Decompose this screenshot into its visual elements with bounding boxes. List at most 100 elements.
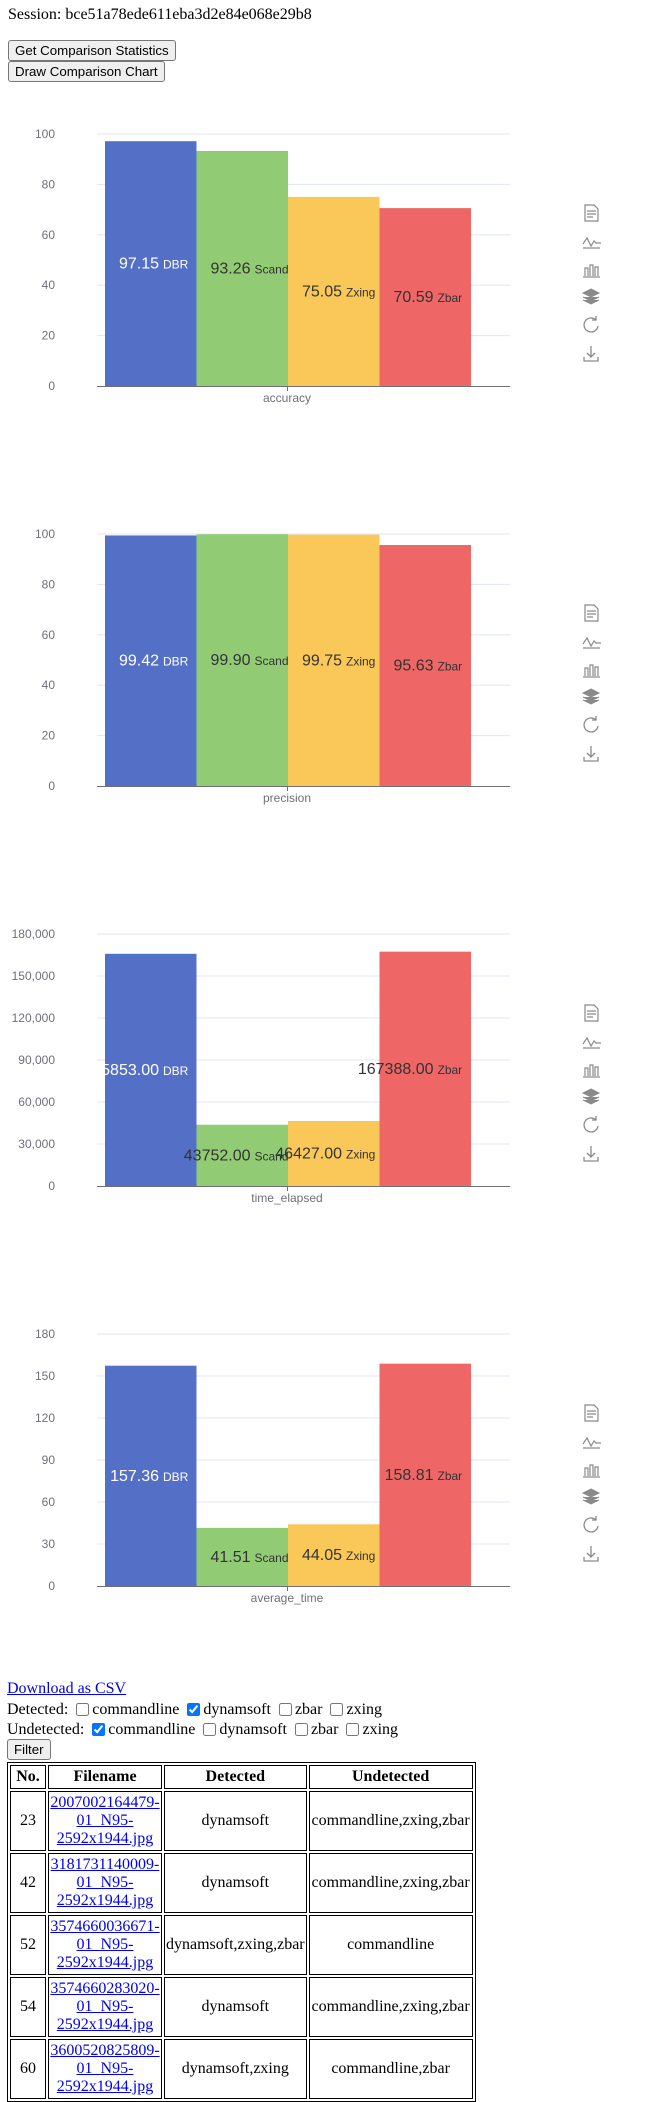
y-tick-label: 180	[35, 1327, 55, 1341]
line-chart-icon[interactable]	[580, 230, 602, 252]
y-tick-label: 80	[42, 177, 56, 191]
undetected-zxing-checkbox[interactable]	[346, 1723, 360, 1736]
save-image-icon[interactable]	[580, 1542, 602, 1564]
bar-zxing[interactable]	[288, 534, 380, 786]
save-image-icon[interactable]	[580, 342, 602, 364]
option-label: zxing	[362, 1721, 399, 1738]
y-tick-label: 20	[42, 729, 56, 743]
option-label: zbar	[310, 1721, 339, 1738]
bar-zxing[interactable]	[288, 196, 380, 386]
filename-cell: 3574660036671- 01_N95- 2592x1944.jpg	[48, 1915, 162, 1975]
bar-series-label: Scandit	[255, 1149, 296, 1163]
bar-scandit[interactable]	[196, 1527, 289, 1586]
filename-line: 3574660036671-	[50, 1918, 160, 1935]
bar-series-label: Scandit	[255, 262, 296, 276]
time-elapsed-chart: 0 30,000 60,000 90,000 120,000 150,000 180,000…	[0, 920, 645, 1310]
y-tick-label: 40	[42, 678, 56, 692]
filter-button[interactable]: Filter	[7, 1739, 51, 1760]
bar-dbr[interactable]	[105, 953, 197, 1186]
filename-link[interactable]: 3600520825809- 01_N95- 2592x1944.jpg	[50, 2042, 159, 2095]
detected-commandline-checkbox[interactable]	[76, 1703, 90, 1716]
filename-line: 2592x1944.jpg	[56, 1830, 154, 1847]
filename-cell: 2007002164479- 01_N95- 2592x1944.jpg	[48, 1791, 162, 1851]
bar-scandit[interactable]	[196, 534, 289, 786]
bar-dbr[interactable]	[105, 535, 197, 786]
y-tick-label: 150	[35, 1369, 55, 1383]
bar-chart-icon[interactable]	[580, 258, 602, 280]
save-image-icon[interactable]	[580, 742, 602, 764]
detected-label: Detected:	[7, 1701, 69, 1718]
bar-value-label: 99.75	[302, 652, 342, 669]
bar-chart-icon[interactable]	[580, 1458, 602, 1480]
bar-scandit[interactable]	[196, 1124, 289, 1186]
filename-line: 3181731140009-	[50, 1856, 160, 1873]
detected-zxing-checkbox[interactable]	[330, 1703, 344, 1716]
stack-icon[interactable]	[580, 686, 602, 708]
bar-zxing[interactable]	[288, 1121, 380, 1186]
y-tick-label: 60,000	[18, 1095, 55, 1109]
detected-zbar-checkbox[interactable]	[278, 1703, 292, 1716]
bar-zbar[interactable]	[379, 545, 472, 786]
y-tick-label: 60	[42, 1495, 56, 1509]
data-view-icon[interactable]	[580, 1402, 602, 1424]
filename-link[interactable]: 3574660283020- 01_N95- 2592x1944.jpg	[50, 1980, 159, 2033]
option-label: commandline	[92, 1701, 180, 1718]
data-view-icon[interactable]	[580, 602, 602, 624]
y-tick-label: 30	[42, 1537, 56, 1551]
undetected-zbar-checkbox[interactable]	[294, 1723, 308, 1736]
bar-value-label: 97.15	[119, 256, 159, 273]
filename-link[interactable]: 3181731140009- 01_N95- 2592x1944.jpg	[51, 1856, 160, 1909]
bar-series-label: Zxing	[346, 654, 375, 668]
undetected-dynamsoft-checkbox[interactable]	[203, 1723, 217, 1736]
filename-line: 3600520825809-	[50, 2042, 160, 2059]
bar-zbar[interactable]	[379, 1363, 472, 1586]
data-view-icon[interactable]	[580, 202, 602, 224]
restore-icon[interactable]	[580, 1514, 602, 1536]
save-image-icon[interactable]	[580, 1142, 602, 1164]
option-label: zbar	[294, 1701, 323, 1718]
filename-link[interactable]: 3574660036671- 01_N95- 2592x1944.jpg	[50, 1918, 159, 1971]
bar-series-label: Zbar	[438, 291, 463, 305]
bar-value-label: 44.05	[302, 1547, 342, 1564]
bar-value-label: 41.51	[210, 1549, 250, 1566]
bar-series-label: Zbar	[438, 660, 463, 674]
stack-icon[interactable]	[580, 1486, 602, 1508]
bar-zbar[interactable]	[379, 951, 472, 1186]
get-statistics-button[interactable]: Get Comparison Statistics	[8, 40, 176, 61]
line-chart-icon[interactable]	[580, 1030, 602, 1052]
precision-chart: 0 20 40 60 80 100 99.42 DBR 99.90 Scandit 99.75 Zxi…	[0, 520, 645, 910]
y-tick-label: 0	[48, 379, 55, 393]
bar-zxing[interactable]	[288, 1524, 380, 1586]
y-tick-label: 60	[42, 228, 56, 242]
undetected-commandline-checkbox[interactable]	[92, 1723, 106, 1736]
draw-chart-button[interactable]: Draw Comparison Chart	[8, 61, 165, 82]
data-view-icon[interactable]	[580, 1002, 602, 1024]
bar-dbr[interactable]	[105, 141, 197, 386]
stack-icon[interactable]	[580, 1086, 602, 1108]
restore-icon[interactable]	[580, 1114, 602, 1136]
bar-series-label: DBR	[163, 655, 189, 669]
line-chart-icon[interactable]	[580, 630, 602, 652]
restore-icon[interactable]	[580, 714, 602, 736]
average-time-chart-svg: 0 30 60 90 120 150 180 157.36 DBR 41.51 Scandit 44.…	[35, 1327, 510, 1605]
bar-series-label: Zxing	[346, 285, 375, 299]
bar-dbr[interactable]	[105, 1365, 197, 1586]
bar-value-label: 43752.00	[184, 1147, 251, 1164]
bar-zbar[interactable]	[379, 208, 472, 386]
detected-cell: dynamsoft	[164, 1977, 307, 2037]
detected-cell: dynamsoft,zxing	[164, 2039, 307, 2099]
restore-icon[interactable]	[580, 314, 602, 336]
filename-link[interactable]: 2007002164479- 01_N95- 2592x1944.jpg	[50, 1794, 159, 1847]
header-no: No.	[10, 1765, 46, 1789]
bar-chart-icon[interactable]	[580, 1058, 602, 1080]
session-line: Session: bce51a78ede611eba3d2e84e068e29b…	[8, 6, 312, 24]
line-chart-icon[interactable]	[580, 1430, 602, 1452]
bar-value-label: 158.81	[385, 1467, 434, 1484]
bar-series-label: DBR	[163, 258, 189, 272]
row-number: 23	[10, 1791, 46, 1851]
bar-chart-icon[interactable]	[580, 658, 602, 680]
bar-scandit[interactable]	[196, 150, 289, 386]
stack-icon[interactable]	[580, 286, 602, 308]
detected-dynamsoft-checkbox[interactable]	[187, 1703, 201, 1716]
download-csv-link[interactable]: Download as CSV	[7, 1680, 127, 1697]
